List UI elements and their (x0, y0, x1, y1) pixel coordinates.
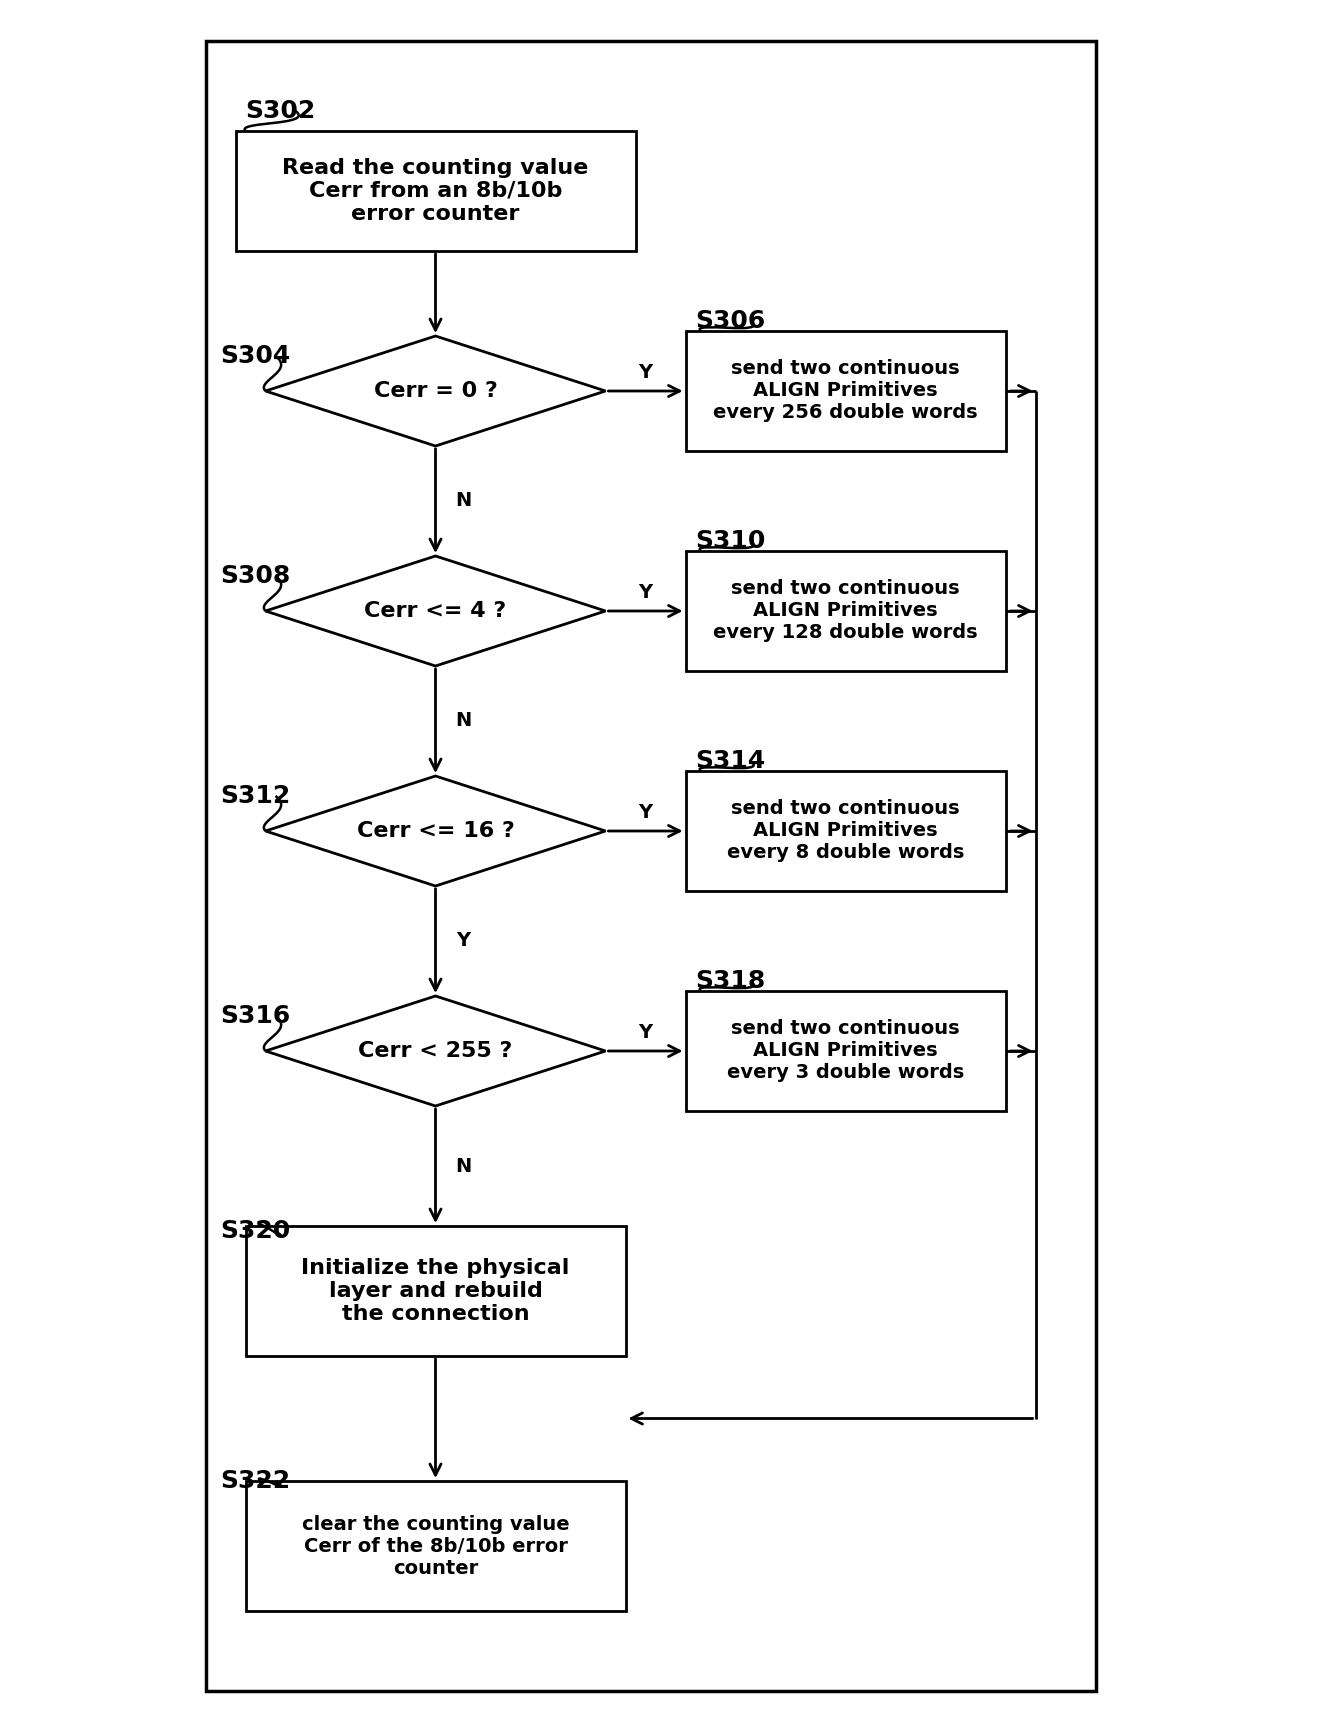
Text: send two continuous
ALIGN Primitives
every 128 double words: send two continuous ALIGN Primitives eve… (713, 580, 978, 642)
Bar (236, 131, 635, 251)
Text: N: N (455, 492, 471, 511)
Text: Cerr < 255 ?: Cerr < 255 ? (358, 1041, 512, 1062)
Bar (685, 771, 1005, 891)
Text: send two continuous
ALIGN Primitives
every 3 double words: send two continuous ALIGN Primitives eve… (727, 1019, 964, 1083)
Bar (245, 1482, 626, 1611)
Text: S306: S306 (696, 310, 765, 332)
Text: Y: Y (639, 1024, 652, 1043)
Text: send two continuous
ALIGN Primitives
every 256 double words: send two continuous ALIGN Primitives eve… (713, 360, 978, 422)
Text: S316: S316 (221, 1003, 290, 1027)
Text: Cerr = 0 ?: Cerr = 0 ? (374, 380, 498, 401)
Bar (685, 991, 1005, 1112)
Polygon shape (265, 996, 606, 1107)
Polygon shape (265, 336, 606, 446)
Text: Read the counting value
Cerr from an 8b/10b
error counter: Read the counting value Cerr from an 8b/… (282, 158, 588, 224)
Text: clear the counting value
Cerr of the 8b/10b error
counter: clear the counting value Cerr of the 8b/… (302, 1514, 570, 1578)
Text: S312: S312 (221, 785, 290, 807)
Text: Cerr <= 16 ?: Cerr <= 16 ? (357, 821, 515, 842)
Bar (245, 1225, 626, 1356)
Text: S320: S320 (221, 1218, 290, 1243)
Text: S322: S322 (221, 1470, 290, 1494)
Bar (685, 551, 1005, 671)
Text: S304: S304 (221, 344, 290, 368)
Polygon shape (265, 776, 606, 886)
Text: S310: S310 (696, 528, 765, 552)
Text: Y: Y (639, 583, 652, 602)
Polygon shape (265, 556, 606, 666)
Bar (205, 41, 1095, 1692)
Text: N: N (455, 1157, 471, 1175)
Text: S314: S314 (696, 749, 765, 773)
Text: Initialize the physical
layer and rebuild
the connection: Initialize the physical layer and rebuil… (301, 1258, 570, 1323)
Text: Y: Y (639, 804, 652, 823)
Text: S302: S302 (245, 100, 315, 122)
Text: send two continuous
ALIGN Primitives
every 8 double words: send two continuous ALIGN Primitives eve… (727, 800, 964, 862)
Bar (685, 330, 1005, 451)
Text: N: N (455, 711, 471, 730)
Text: S308: S308 (221, 564, 290, 589)
Text: Y: Y (639, 363, 652, 382)
Text: Y: Y (457, 931, 471, 950)
Text: S318: S318 (696, 969, 765, 993)
Text: Cerr <= 4 ?: Cerr <= 4 ? (365, 601, 507, 621)
